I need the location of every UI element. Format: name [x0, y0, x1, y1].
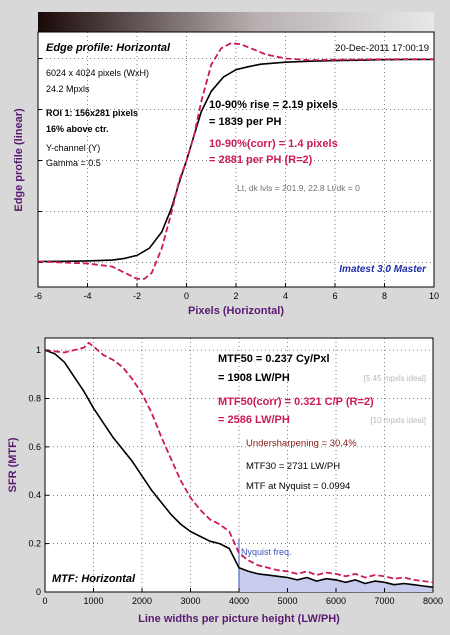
rise-ph-label: = 1839 per PH: [209, 116, 282, 128]
mtf-plot: 0 1000 2000 3000 4000 5000 6000 7000 8000 0 0.2 0.…: [7, 337, 443, 625]
mtf-x-tick-label: 8000: [423, 596, 443, 606]
levels-label: Lt, dk lvls = 201.9, 22.8 Lt/dk = 0: [237, 183, 360, 193]
edge-x-tick-label: 10: [429, 291, 439, 301]
edge-x-ticks: -6 -4 -2 0 2 4 6 8 10: [34, 283, 439, 301]
edge-x-tick-label: 4: [283, 291, 288, 301]
edge-curve-corrected: [38, 42, 434, 280]
mtf-x-tick-label: 0: [42, 596, 47, 606]
mtf-y-tick-label: 0.4: [28, 490, 41, 500]
mtf50-ideal-label: [5.45 mpxls ideal]: [364, 374, 426, 383]
gamma-label: Gamma = 0.5: [46, 158, 101, 168]
mtf-curves: [45, 341, 433, 588]
edge-plot-title: Edge profile: Horizontal: [46, 42, 171, 54]
mtf50-label: MTF50 = 0.237 Cy/Pxl: [218, 353, 330, 365]
mtf-x-ticks: 0 1000 2000 3000 4000 5000 6000 7000 8000: [42, 588, 443, 606]
mtf-x-tick-label: 1000: [83, 596, 103, 606]
edge-profile-plot: -6 -4 -2 0 2 4 6 8 10 Edge profile: Horizontal 2…: [13, 31, 439, 317]
mtf-x-tick-label: 2000: [132, 596, 152, 606]
nyquist-mtf-label: MTF at Nyquist = 0.0994: [246, 481, 350, 492]
edge-x-tick-label: -4: [83, 291, 91, 301]
mtf50corr-ideal-label: [10 mpxls ideal]: [370, 416, 426, 425]
mtf-x-tick-label: 6000: [326, 596, 346, 606]
mtf-grid: [45, 338, 433, 592]
edge-x-tick-label: 0: [184, 291, 189, 301]
mtf-y-tick-label: 1: [36, 345, 41, 355]
undersharpening-label: Undersharpening = 30.4%: [246, 438, 357, 449]
roi-position-label: 16% above ctr.: [46, 124, 109, 134]
edge-y-axis-label: Edge profile (linear): [13, 108, 25, 212]
corr-pixels-label: 10-90%(corr) = 1.4 pixels: [209, 138, 338, 150]
nyquist-label: Nyquist freq.: [241, 547, 292, 557]
edge-x-tick-label: -2: [133, 291, 141, 301]
edge-gradient-bar: [38, 12, 434, 32]
edge-curves: [38, 42, 434, 280]
rise-pixels-label: 10-90% rise = 2.19 pixels: [209, 99, 338, 111]
mtf-x-tick-label: 3000: [180, 596, 200, 606]
mtf-x-tick-label: 5000: [277, 596, 297, 606]
image-size-label: 6024 x 4024 pixels (WxH): [46, 68, 149, 78]
roi-label: ROI 1: 156x281 pixels: [46, 108, 138, 118]
mtf30-label: MTF30 = 2731 LW/PH: [246, 461, 340, 472]
mtf50corr-lw-label: = 2586 LW/PH: [218, 414, 290, 426]
mtf-plot-title: MTF: Horizontal: [52, 573, 136, 585]
edge-x-tick-label: 8: [382, 291, 387, 301]
mtf-y-tick-label: 0: [36, 587, 41, 597]
edge-date: 20-Dec-2011 17:00:19: [335, 43, 429, 54]
corr-ph-label: = 2881 per PH (R=2): [209, 154, 313, 166]
edge-x-tick-label: -6: [34, 291, 42, 301]
mtf-y-ticks: 0 0.2 0.4 0.6 0.8 1: [28, 345, 49, 597]
mtf-curve-corrected: [45, 341, 433, 584]
mtf-x-tick-label: 4000: [229, 596, 249, 606]
mtf50-lw-label: = 1908 LW/PH: [218, 372, 290, 384]
mtf-curve-measured: [45, 349, 433, 588]
edge-grid: [38, 32, 434, 287]
mtf-y-tick-label: 0.2: [28, 539, 41, 549]
mtf50corr-label: MTF50(corr) = 0.321 C/P (R=2): [218, 396, 374, 408]
channel-label: Y-channel (Y): [46, 143, 100, 153]
mpxls-label: 24.2 Mpxls: [46, 84, 90, 94]
mtf-y-axis-label: SFR (MTF): [7, 437, 19, 492]
edge-x-tick-label: 6: [332, 291, 337, 301]
mtf-x-tick-label: 7000: [374, 596, 394, 606]
edge-x-axis-label: Pixels (Horizontal): [188, 305, 284, 317]
imatest-brand: Imatest 3.0 Master: [339, 264, 427, 275]
mtf-y-tick-label: 0.8: [28, 393, 41, 403]
mtf-x-axis-label: Line widths per picture height (LW/PH): [138, 613, 340, 625]
edge-x-tick-label: 2: [233, 291, 238, 301]
mtf-y-tick-label: 0.6: [28, 442, 41, 452]
